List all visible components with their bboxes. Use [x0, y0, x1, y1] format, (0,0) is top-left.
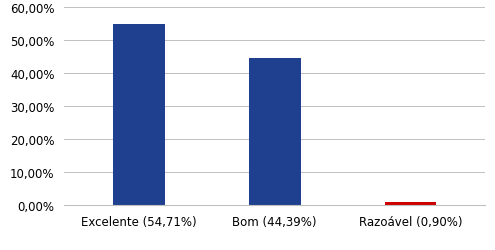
Bar — [113, 25, 165, 205]
Bar — [385, 202, 436, 205]
Bar — [249, 59, 300, 205]
